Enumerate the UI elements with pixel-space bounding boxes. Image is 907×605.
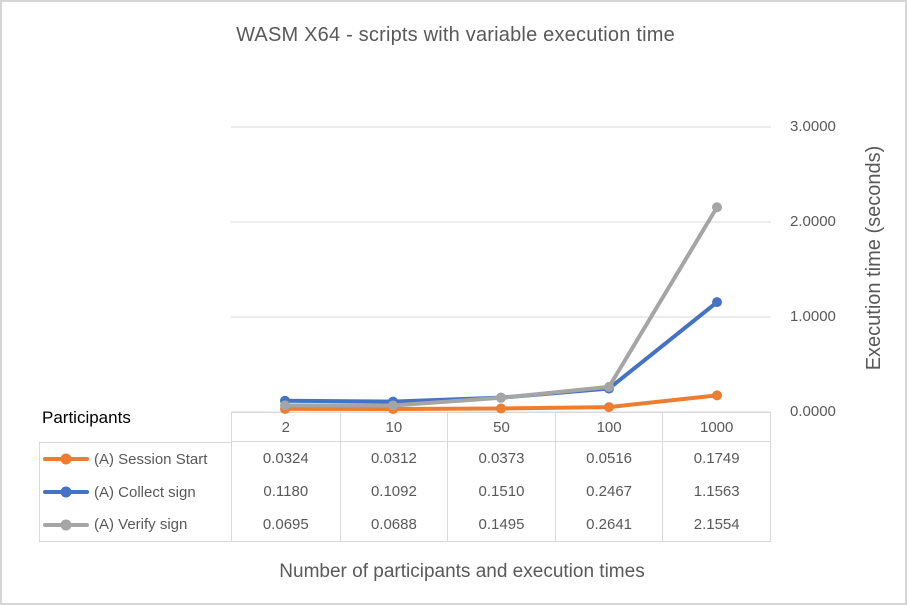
legend-item-label: (A) Session Start xyxy=(94,450,208,468)
table-header-cell: 50 xyxy=(447,413,555,442)
table-value-cell: 0.0324 xyxy=(262,450,309,467)
chart-title: WASM X64 - scripts with variable executi… xyxy=(236,24,675,46)
data-point-marker[interactable] xyxy=(496,392,506,403)
table-value-cell: 0.1510 xyxy=(447,475,555,508)
data-point-marker[interactable] xyxy=(712,202,722,213)
table-corner-label: Participants xyxy=(42,408,131,427)
legend-key-icon xyxy=(43,486,89,498)
legend-marker-icon xyxy=(60,519,72,531)
y-axis-tick-label: 3.0000 xyxy=(790,118,836,135)
legend-key-icon xyxy=(43,453,89,465)
data-point-marker[interactable] xyxy=(496,403,506,414)
legend-marker-icon xyxy=(60,453,72,465)
table-value-cell: 0.2641 xyxy=(554,508,663,541)
data-point-marker[interactable] xyxy=(712,297,722,308)
legend-item[interactable]: (A) Verify sign xyxy=(40,508,231,541)
data-point-marker[interactable] xyxy=(604,381,614,392)
data-point-marker[interactable] xyxy=(712,390,722,401)
data-point-marker[interactable] xyxy=(280,400,290,411)
table-value-cell: 0.1092 xyxy=(339,475,448,508)
series-line[interactable] xyxy=(283,205,719,408)
y-axis-tick-label: 0.0000 xyxy=(790,403,836,420)
table-value-cell: 0.1495 xyxy=(447,508,555,541)
table-value-cell: 0.0688 xyxy=(339,508,448,541)
legend-key-icon xyxy=(43,519,89,531)
legend-marker-icon xyxy=(60,486,72,498)
legend-item[interactable]: (A) Session Start xyxy=(40,443,231,476)
table-header-cell: 2 xyxy=(232,413,340,442)
table-value-cell: 0.2467 xyxy=(554,475,663,508)
table-value-cell: 0.0312 xyxy=(339,442,448,475)
table-value-cell: 1.1563 xyxy=(662,475,770,508)
data-point-marker[interactable] xyxy=(604,402,614,413)
legend-item-label: (A) Collect sign xyxy=(94,483,196,501)
table-value-cell: 0.1180 xyxy=(263,483,309,500)
table-value-cell: 0.1749 xyxy=(662,442,770,475)
y-axis-tick-label: 1.0000 xyxy=(790,308,836,325)
legend-item-label: (A) Verify sign xyxy=(94,516,188,534)
data-point-marker[interactable] xyxy=(388,400,398,411)
legend-item[interactable]: (A) Collect sign xyxy=(40,476,231,509)
table-header-cell: 10 xyxy=(339,413,448,442)
table-value-cell: 2.1554 xyxy=(662,508,770,541)
y-axis-tick-label: 2.0000 xyxy=(790,213,836,230)
x-axis-title: Number of participants and execution tim… xyxy=(279,561,645,582)
legend: (A) Session Start (A) Collect sign (A) Ver… xyxy=(39,442,231,542)
table-header-cell: 100 xyxy=(554,413,663,442)
table-value-cell: 0.0373 xyxy=(447,442,555,475)
table-header-cell: 1000 xyxy=(662,413,770,442)
table-value-cell: 0.0516 xyxy=(554,442,663,475)
table-value-cell: 0.0695 xyxy=(262,516,309,533)
